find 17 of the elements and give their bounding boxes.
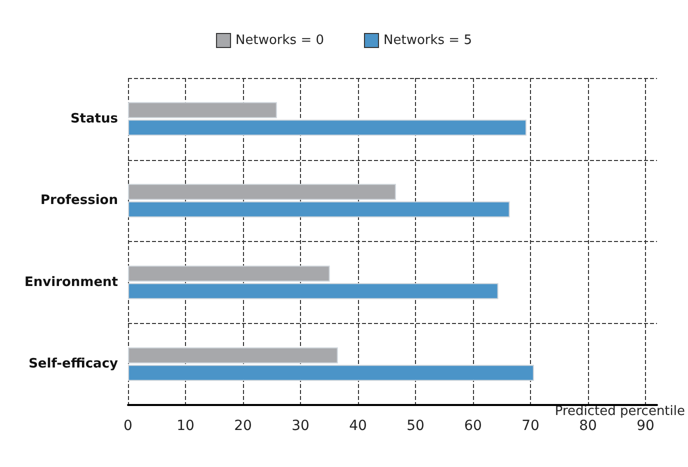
y-tick-label: Status (70, 111, 118, 126)
legend-label: Networks = 5 (384, 33, 472, 48)
y-tick-label: Self-efficacy (28, 356, 119, 372)
y-tick-label: Environment (24, 274, 118, 290)
x-tick-label: 0 (124, 418, 132, 434)
x-tick-label: 80 (579, 418, 597, 434)
x-tick-label: 60 (464, 418, 482, 434)
x-tick-label: 50 (406, 418, 424, 434)
x-axis-title: Predicted percentile (554, 404, 685, 419)
y-tick-label: Profession (40, 193, 118, 208)
x-tick-label: 70 (522, 418, 540, 434)
x-tick-label: 30 (292, 418, 310, 434)
x-tick-label: 90 (636, 418, 654, 434)
x-tick-label: 10 (176, 418, 194, 434)
x-tick-label: 20 (234, 418, 252, 434)
legend-label: Networks = 0 (236, 33, 324, 48)
x-tick-label: 40 (349, 418, 367, 434)
